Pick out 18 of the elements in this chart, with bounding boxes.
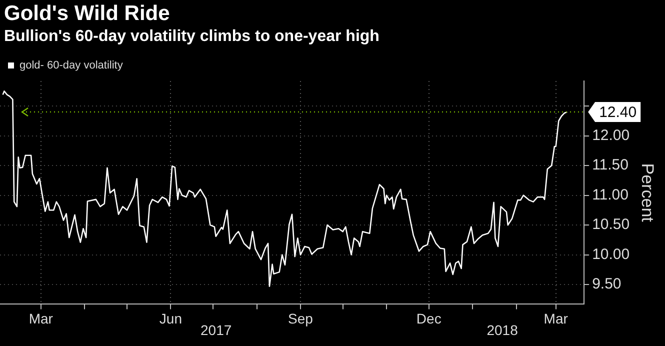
text: 2017 bbox=[200, 322, 232, 338]
y-tick-label: 11.00 bbox=[592, 186, 628, 204]
ref-line-label: 12.40 bbox=[599, 104, 637, 122]
y-tick-label: 11.50 bbox=[592, 156, 628, 174]
y-tick-label: 10.00 bbox=[592, 246, 630, 263]
text: 2018 bbox=[486, 322, 518, 338]
x-tick-label: Mar bbox=[28, 310, 54, 326]
chart-subtitle: Bullion's 60-day volatility climbs to one-year high bbox=[4, 28, 380, 46]
x-tick-label: Sep bbox=[288, 310, 314, 326]
x-tick-label: Mar bbox=[544, 310, 568, 326]
y-axis-title: Percent bbox=[638, 163, 658, 222]
legend-label: gold- 60-day volatility bbox=[20, 60, 124, 72]
x-tick-label: Dec bbox=[416, 310, 442, 326]
y-tick-label: 10.50 bbox=[592, 216, 630, 234]
chart-title: Gold's Wild Ride bbox=[4, 2, 170, 26]
x-tick-label: Jun bbox=[159, 310, 182, 326]
y-tick-label: 9.50 bbox=[592, 276, 622, 293]
y-tick-label: 12.00 bbox=[592, 126, 630, 144]
